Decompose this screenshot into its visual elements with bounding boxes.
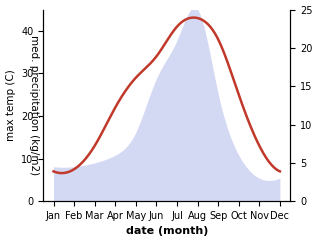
Y-axis label: max temp (C): max temp (C) [5, 69, 16, 141]
X-axis label: date (month): date (month) [126, 227, 208, 236]
Y-axis label: med. precipitation (kg/m2): med. precipitation (kg/m2) [29, 35, 39, 175]
